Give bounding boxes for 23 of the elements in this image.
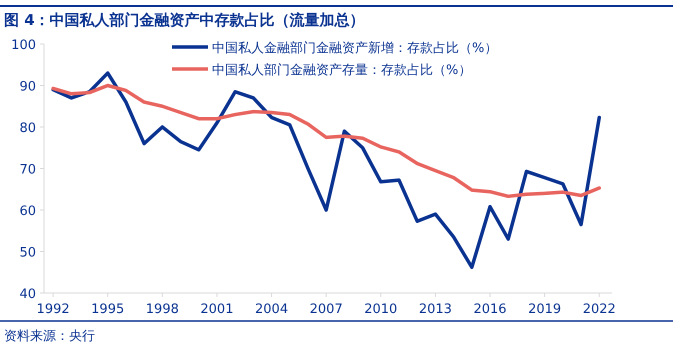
legend-label: 中国私人部门金融资产存量：存款占比（%） [212,62,472,78]
x-tick-label: 2007 [310,302,343,317]
x-tick-label: 2004 [255,302,288,317]
text: 资料来源：央行 [4,329,95,344]
legend-label: 中国私人金融部门金融资产新增：存款占比（%） [212,40,498,56]
y-tick-label: 100 [11,38,36,53]
x-tick-label: 1992 [36,302,70,317]
y-tick-label: 70 [19,162,36,178]
x-tick-label: 2010 [364,302,398,317]
y-tick-label: 50 [19,246,36,260]
x-tick-label: 1995 [91,302,124,317]
x-tick-label: 1998 [146,302,179,317]
x-tick-label: 2016 [473,302,507,317]
chart-title: 图 4：中国私人部门金融资产中存款占比（流量加总） [4,11,365,29]
x-tick-label: 2001 [200,302,234,317]
y-tick-label: 60 [19,204,36,219]
y-tick-label: 80 [19,121,36,136]
x-tick-label: 2013 [418,302,452,317]
x-tick-label: 2022 [582,302,616,317]
x-tick-label: 2019 [528,302,562,317]
y-tick-label: 90 [19,80,36,94]
y-tick-label: 40 [19,287,36,302]
line-series [51,84,602,198]
